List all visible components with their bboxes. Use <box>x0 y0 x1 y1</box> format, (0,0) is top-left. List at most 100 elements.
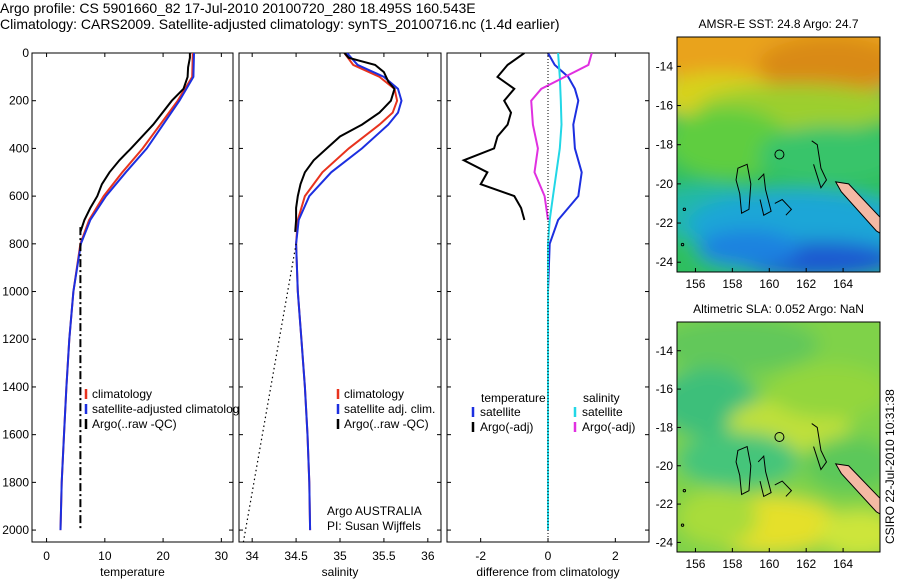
temperature-ytick-label: 1800 <box>2 475 29 489</box>
sst-map-ytick-label: -16 <box>656 99 674 113</box>
temperature-series-line <box>59 53 195 531</box>
island-outline <box>735 163 752 215</box>
sla-map-ytick-label: -22 <box>656 497 674 511</box>
temperature-ytick-label: 1000 <box>2 285 29 299</box>
difference-xtick-label: -2 <box>475 549 486 563</box>
islet-outline <box>680 242 685 247</box>
sst-map-color-patch <box>758 37 880 94</box>
temperature-legend-label: satellite-adjusted climatology <box>92 402 245 416</box>
sst-map-xtick-label: 162 <box>796 277 816 291</box>
generation-timestamp: CSIRO 22-Jul-2010 10:31:38 <box>883 389 897 544</box>
sla-map-field <box>677 322 880 552</box>
salinity-legend-label: satellite adj. clim. <box>344 402 435 416</box>
reef-outline <box>757 455 772 498</box>
sla-map-xtick-label: 158 <box>722 557 742 571</box>
temperature-xlabel: temperature <box>100 565 165 579</box>
difference-panel: -2 0 2 difference from climatology temperatu… <box>446 52 650 579</box>
figure-title-line-1: Argo profile: CS 5901660_82 17-Jul-2010 … <box>0 0 476 16</box>
difference-series-line <box>547 53 583 531</box>
temperature-ytick-label: 1400 <box>2 380 29 394</box>
sla-map-ytick-label: -14 <box>656 344 674 358</box>
difference-series-line <box>547 53 563 531</box>
temperature-ytick-label: 800 <box>9 237 29 251</box>
temperature-plot-frame <box>31 52 234 543</box>
salinity-plot-frame <box>238 52 442 543</box>
reef-outline <box>757 172 772 216</box>
sst-map-coastlines <box>680 140 880 247</box>
temperature-panel: 0 10 20 30 0 200 400 600 800 1000 1200 1400 1600 1800… <box>2 46 245 579</box>
temperature-xtick-label: 10 <box>98 549 112 563</box>
temperature-ytick-label: 200 <box>9 94 29 108</box>
islet-outline <box>682 207 687 212</box>
sst-map-frame <box>676 36 881 273</box>
sst-map-color-patch <box>697 229 799 268</box>
salinity-xtick-label: 35.5 <box>372 549 396 563</box>
difference-legend-label: satellite <box>480 405 521 419</box>
sla-map-panel: Altimetric SLA: 0.052 Argo: NaN 156 158 160… <box>656 302 897 571</box>
sst-map-xtick-label: 156 <box>685 277 705 291</box>
sst-map-title: AMSR-E SST: 24.8 Argo: 24.7 <box>698 17 858 31</box>
figure-title-line-2: Climatology: CARS2009. Satellite-adjuste… <box>0 16 560 32</box>
sla-map-color-patch <box>677 432 799 488</box>
island-outline <box>735 445 752 496</box>
salinity-xtick-label: 35 <box>333 549 347 563</box>
difference-legend-label: Argo(-adj) <box>582 420 635 434</box>
temperature-ytick-label: 600 <box>9 189 29 203</box>
sla-map-coastlines <box>680 423 880 527</box>
temperature-ytick-label: 1600 <box>2 428 29 442</box>
sst-map-ytick-label: -20 <box>656 177 674 191</box>
sst-map-color-field <box>677 37 880 272</box>
reef-outline <box>774 480 793 497</box>
sst-map-xtick-label: 158 <box>722 277 742 291</box>
sla-map-ytick-label: -20 <box>656 459 674 473</box>
sla-map-xtick-label: 162 <box>796 557 816 571</box>
sst-map-ytick-label: -22 <box>656 216 674 230</box>
temperature-legend-label: climatology <box>92 387 152 401</box>
sst-map-color-patch <box>758 126 880 183</box>
sst-map-field <box>677 37 880 272</box>
salinity-series-line <box>242 243 297 542</box>
salinity-xtick-label: 34.5 <box>284 549 308 563</box>
sla-map-color-field <box>677 322 880 552</box>
difference-xlabel: difference from climatology <box>476 565 619 579</box>
islet-outline <box>682 488 687 493</box>
temperature-ytick-label: 0 <box>22 46 29 60</box>
difference-series-line <box>530 53 593 221</box>
sla-map-ytick-label: -24 <box>656 535 674 549</box>
temperature-series-line <box>79 53 191 233</box>
sla-map-color-patch <box>768 363 880 419</box>
difference-series-group <box>461 53 593 531</box>
institution-label: Argo AUSTRALIA <box>327 504 422 518</box>
sst-map-ytick-label: -24 <box>656 255 674 269</box>
sst-map-ytick-label: -18 <box>656 138 674 152</box>
difference-legend-label: Argo(-adj) <box>480 420 533 434</box>
sla-map-color-patch <box>819 510 880 552</box>
difference-legend-label: satellite <box>582 405 623 419</box>
temperature-xtick-label: 0 <box>43 549 50 563</box>
temperature-ytick-label: 1200 <box>2 332 29 346</box>
argo-location-marker <box>774 432 785 442</box>
reef-outline <box>811 140 828 189</box>
islet-outline <box>680 523 685 527</box>
legend-title-temperature: temperature <box>481 391 546 405</box>
salinity-legend-label: climatology <box>344 387 404 401</box>
sst-map-xtick-label: 164 <box>833 277 853 291</box>
temperature-ytick-label: 2000 <box>2 523 29 537</box>
temperature-xtick-label: 30 <box>215 549 229 563</box>
salinity-xtick-label: 36 <box>421 549 435 563</box>
new-caledonia-landmass <box>834 463 880 515</box>
sla-map-frame <box>676 321 881 553</box>
reef-outline <box>774 198 793 216</box>
difference-xtick-label: 2 <box>612 549 619 563</box>
sla-map-ytick-label: -18 <box>656 420 674 434</box>
salinity-series-group <box>242 53 403 542</box>
sla-map-color-patch <box>677 489 759 546</box>
salinity-xtick-label: 34 <box>245 549 259 563</box>
sst-map-xtick-label: 160 <box>759 277 779 291</box>
salinity-series-line <box>294 53 396 232</box>
sla-map-title: Altimetric SLA: 0.052 Argo: NaN <box>693 302 864 316</box>
temperature-ytick-label: 400 <box>9 141 29 155</box>
salinity-series-line <box>295 53 403 531</box>
difference-series-line <box>461 53 526 221</box>
sla-map-ytick-label: -16 <box>656 382 674 396</box>
